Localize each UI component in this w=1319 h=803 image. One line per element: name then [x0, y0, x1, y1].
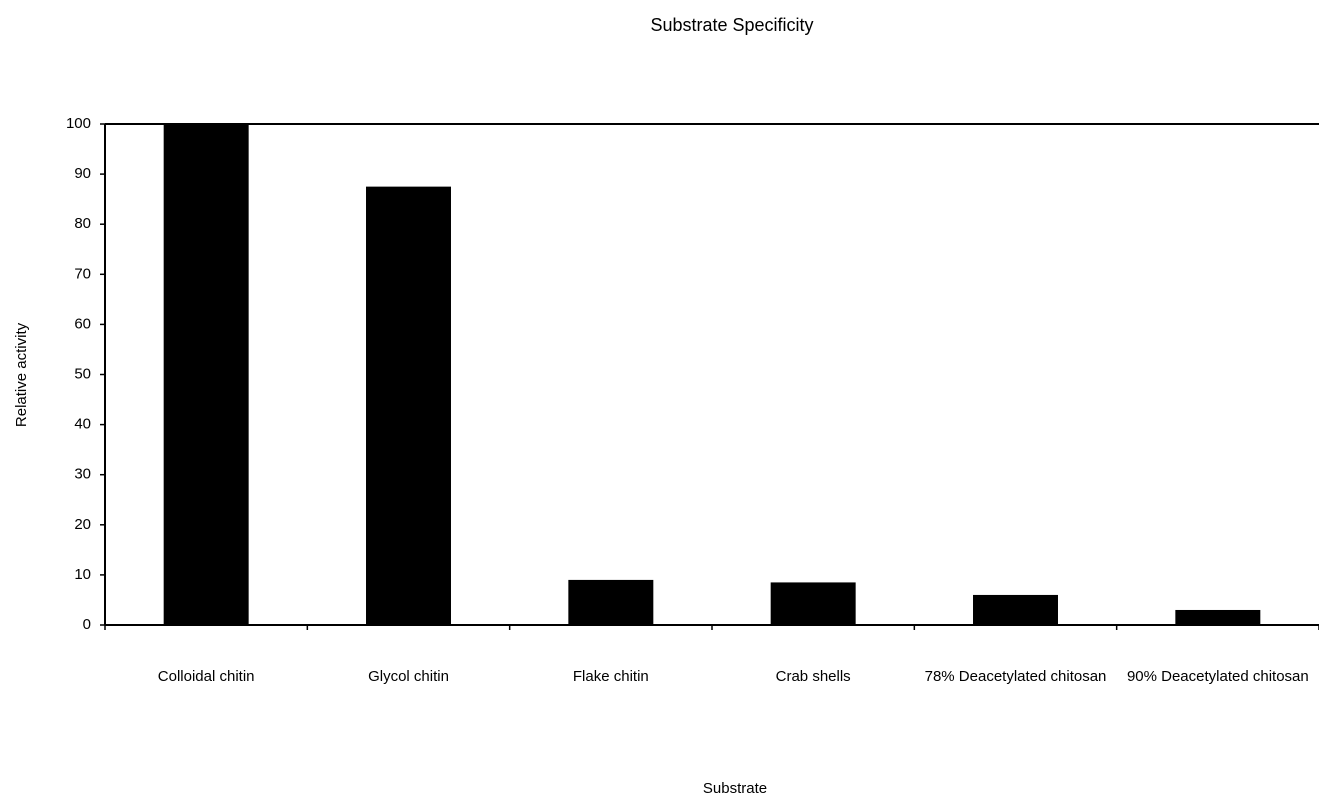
x-tick-label: Flake chitin	[572, 668, 649, 685]
y-tick-label: 20	[74, 516, 91, 533]
y-tick-label: 10	[74, 566, 91, 583]
y-tick-label: 100	[66, 115, 91, 132]
y-tick-label: 90	[74, 165, 91, 182]
bar	[973, 594, 1058, 625]
x-axis-label: Substrate	[703, 780, 767, 797]
bar	[366, 186, 451, 625]
bar	[1175, 609, 1261, 625]
x-tick-label: 78% Deacetylated chitosan	[924, 668, 1107, 685]
chart-title: Substrate Specificity	[650, 15, 813, 35]
y-tick-label: 0	[83, 616, 91, 633]
y-tick-label: 60	[74, 315, 91, 332]
x-tick-label: Colloidal chitin	[157, 668, 255, 685]
y-axis-label: Relative activity	[13, 322, 30, 427]
bar	[163, 124, 249, 625]
y-tick-label: 50	[74, 365, 91, 382]
y-tick-label: 80	[74, 215, 91, 232]
y-tick-label: 70	[74, 265, 91, 282]
y-tick-label: 40	[74, 416, 91, 433]
x-tick-label: Crab shells	[775, 668, 851, 685]
x-tick-label: Glycol chitin	[368, 668, 449, 685]
bar	[770, 582, 856, 625]
y-tick-label: 30	[74, 466, 91, 483]
bar	[568, 579, 654, 625]
x-tick-label: 90% Deacetylated chitosan	[1126, 668, 1309, 685]
